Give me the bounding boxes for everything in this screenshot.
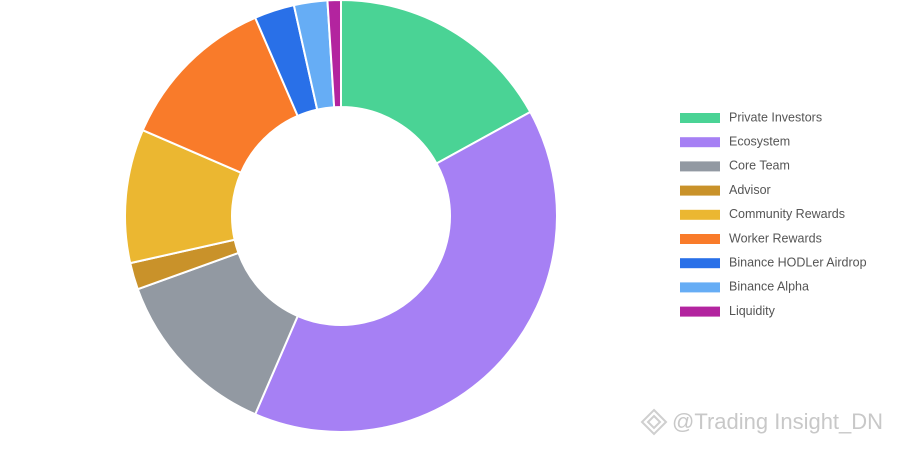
legend-label: Core Team — [729, 159, 790, 173]
legend-swatch — [680, 234, 720, 244]
legend-label: Liquidity — [729, 304, 776, 318]
legend-label: Private Investors — [729, 110, 822, 124]
legend-swatch — [680, 113, 720, 123]
watermark-icon — [640, 408, 668, 436]
legend-label: Advisor — [729, 183, 771, 197]
legend-swatch — [680, 282, 720, 293]
legend-swatch — [680, 258, 720, 269]
legend-swatch — [680, 306, 720, 317]
legend-swatch — [680, 209, 720, 220]
legend-label: Binance Alpha — [729, 280, 809, 294]
legend-label: Binance HODLer Airdrop — [729, 255, 867, 269]
legend-label: Community Rewards — [729, 207, 845, 221]
donut-segment — [326, 0, 342, 109]
legend-label: Worker Rewards — [729, 231, 822, 245]
legend-swatch — [680, 185, 720, 196]
legend-label: Ecosystem — [729, 134, 790, 148]
watermark: @Trading Insight_DN — [672, 409, 883, 434]
donut-segment — [253, 110, 558, 433]
legend-swatch — [680, 161, 720, 172]
donut-segment — [340, 0, 532, 165]
legend-swatch — [680, 137, 720, 148]
